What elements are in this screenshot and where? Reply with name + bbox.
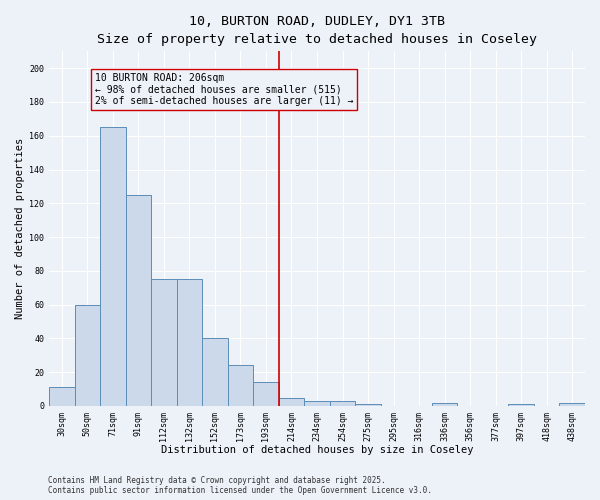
Bar bbox=[227, 366, 253, 406]
Bar bbox=[49, 388, 74, 406]
Bar bbox=[330, 401, 355, 406]
Bar bbox=[253, 382, 279, 406]
Bar bbox=[304, 401, 330, 406]
Bar bbox=[355, 404, 381, 406]
Text: Contains HM Land Registry data © Crown copyright and database right 2025.
Contai: Contains HM Land Registry data © Crown c… bbox=[48, 476, 432, 495]
Title: 10, BURTON ROAD, DUDLEY, DY1 3TB
Size of property relative to detached houses in: 10, BURTON ROAD, DUDLEY, DY1 3TB Size of… bbox=[97, 15, 537, 46]
Y-axis label: Number of detached properties: Number of detached properties bbox=[15, 138, 25, 320]
Bar bbox=[508, 404, 534, 406]
Text: 10 BURTON ROAD: 206sqm
← 98% of detached houses are smaller (515)
2% of semi-det: 10 BURTON ROAD: 206sqm ← 98% of detached… bbox=[95, 74, 353, 106]
Bar bbox=[279, 398, 304, 406]
Bar bbox=[74, 304, 100, 406]
Bar bbox=[432, 402, 457, 406]
Bar bbox=[202, 338, 227, 406]
Bar bbox=[176, 280, 202, 406]
Bar bbox=[151, 280, 176, 406]
Bar bbox=[100, 128, 125, 406]
X-axis label: Distribution of detached houses by size in Coseley: Distribution of detached houses by size … bbox=[161, 445, 473, 455]
Bar bbox=[559, 402, 585, 406]
Bar bbox=[125, 195, 151, 406]
